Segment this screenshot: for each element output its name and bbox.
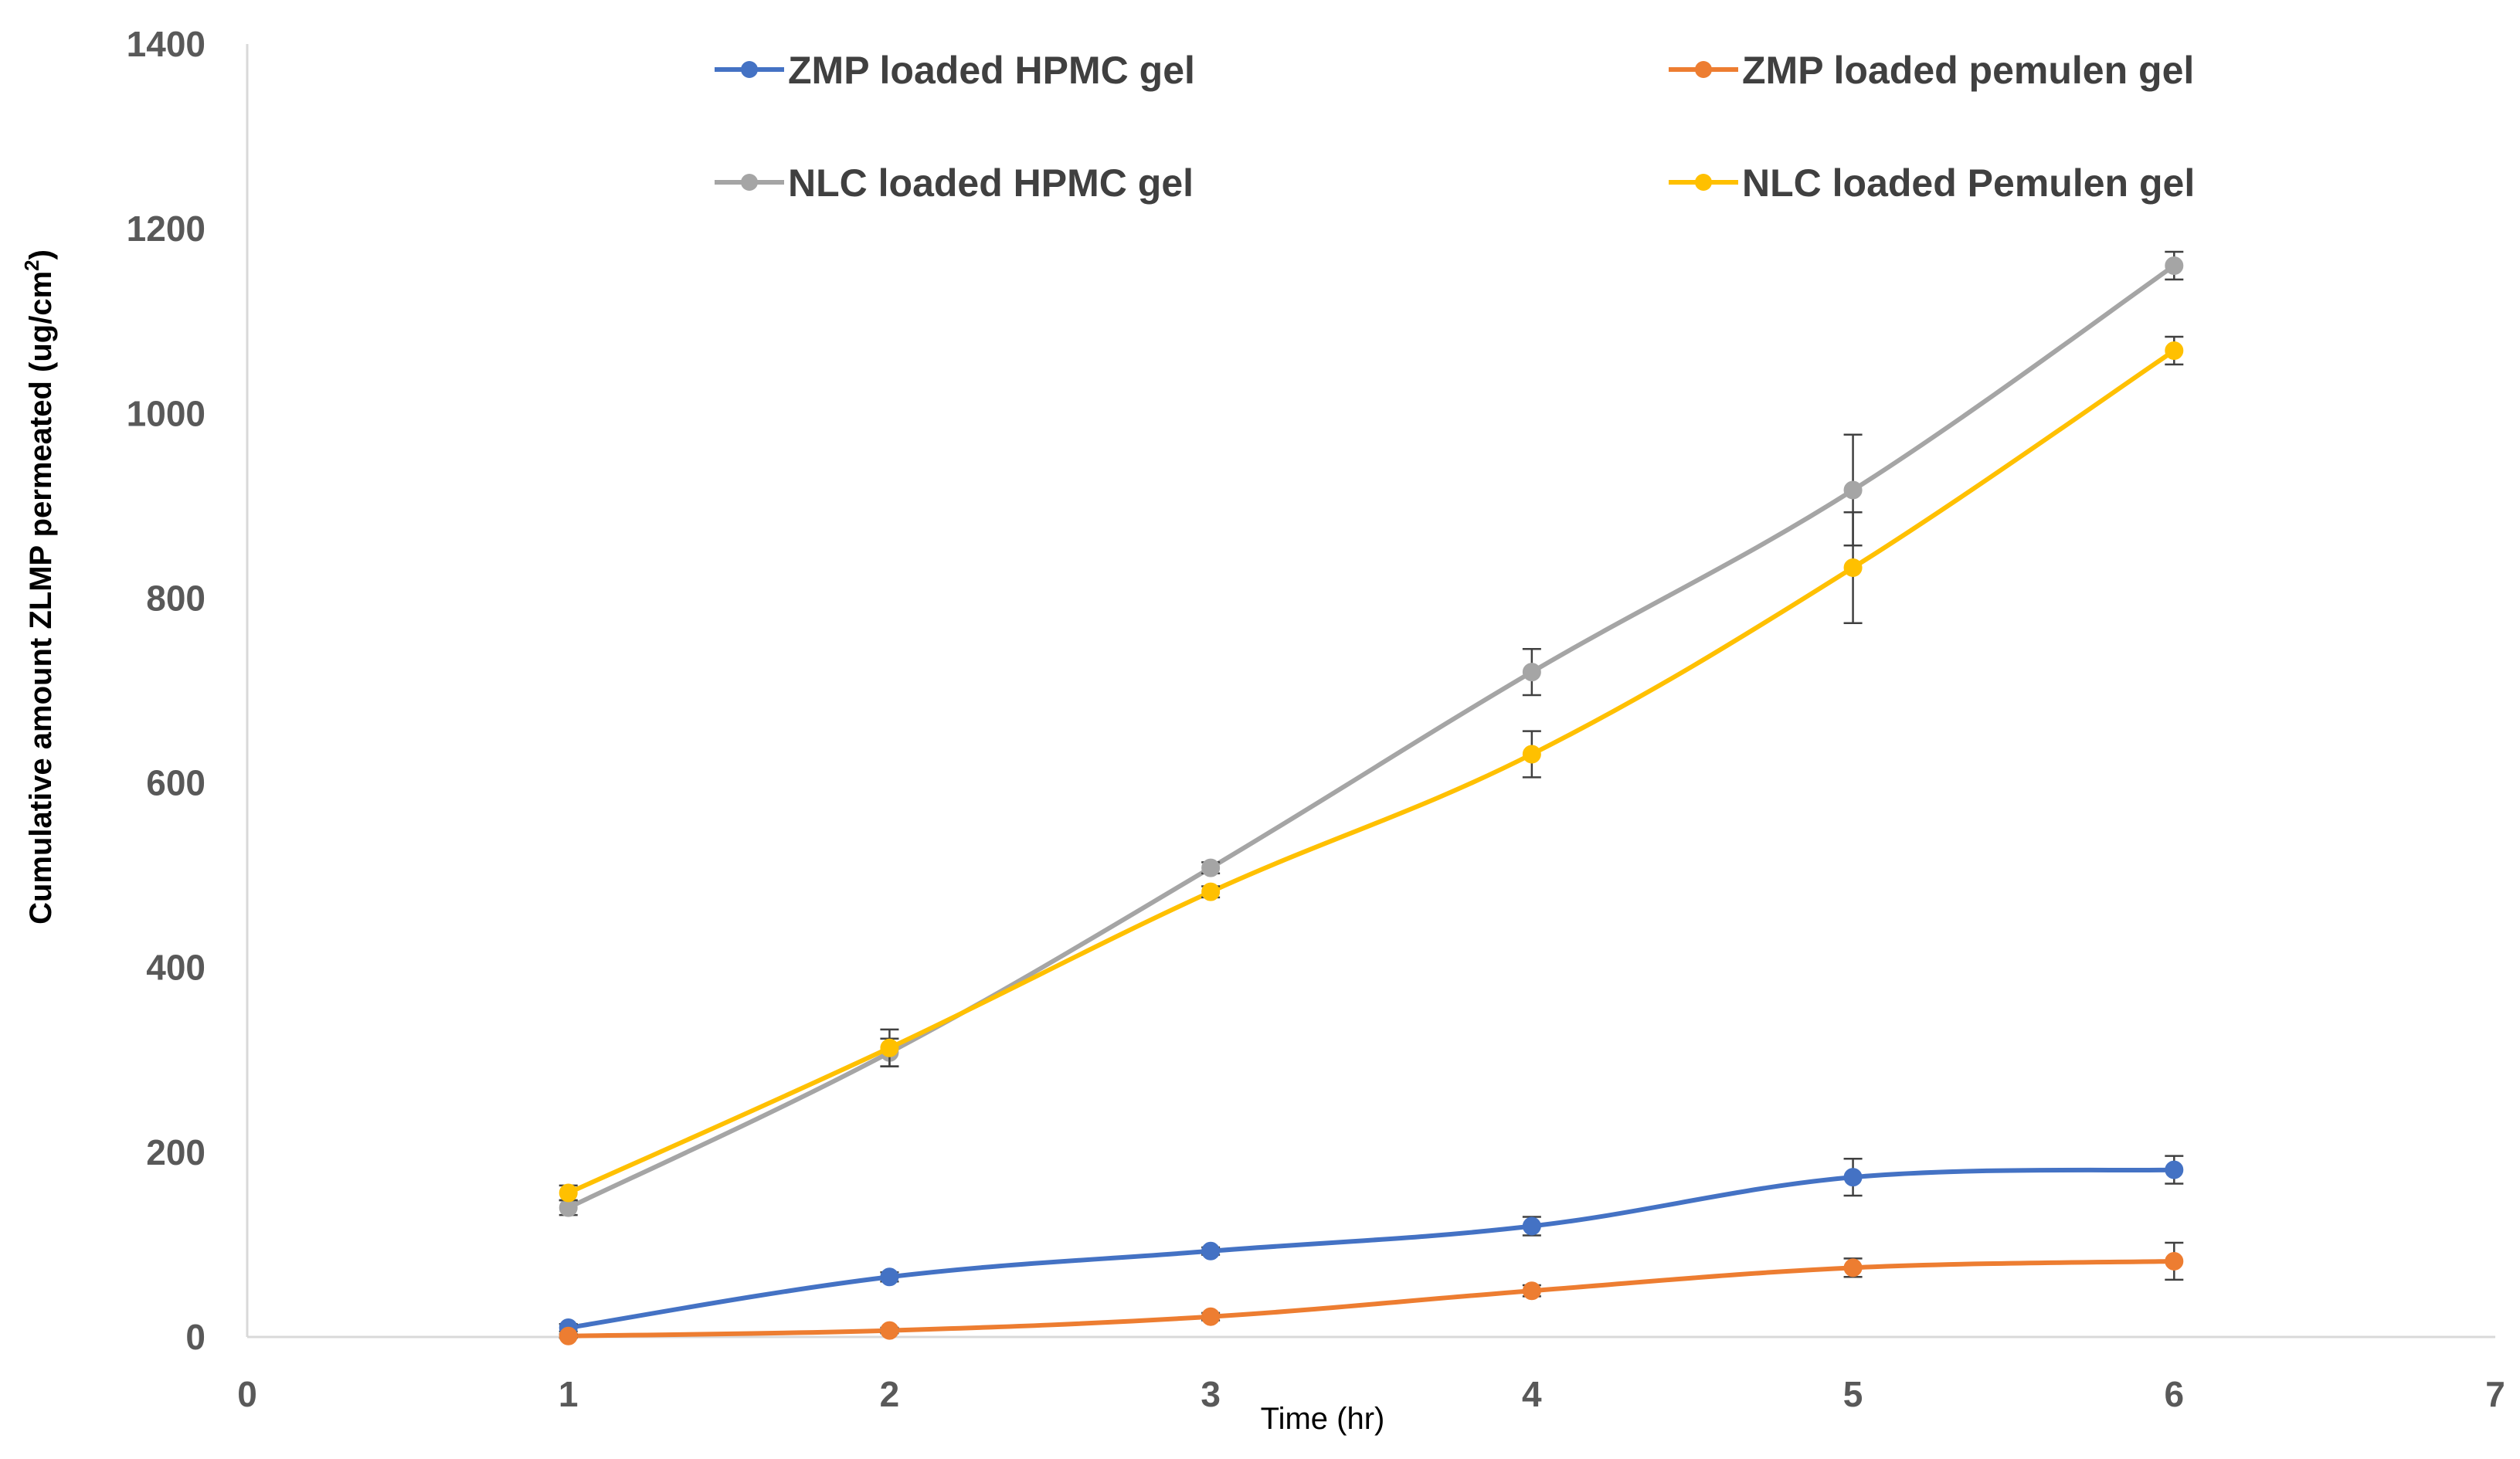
data-point	[2165, 341, 2184, 360]
legend-item: ZMP loaded HPMC gel	[715, 49, 1195, 92]
data-point	[1843, 558, 1863, 577]
legend-label: ZMP loaded HPMC gel	[788, 49, 1195, 92]
y-axis-ticks: 0 200 400 600 800 1000 1200 1400	[127, 24, 205, 1357]
x-tick-label: 1	[559, 1374, 579, 1414]
series-line	[568, 1258, 2175, 1339]
legend-label: NLC loaded Pemulen gel	[1742, 161, 2195, 205]
y-axis-title-end: )	[24, 249, 58, 260]
legend-label: ZMP loaded pemulen gel	[1742, 49, 2194, 92]
legend-marker	[741, 174, 758, 191]
x-tick-label: 5	[1843, 1374, 1863, 1414]
series-line	[567, 348, 2175, 1196]
y-tick-label: 200	[146, 1132, 205, 1172]
data-point	[2165, 1160, 2184, 1179]
data-point	[1201, 1307, 1221, 1326]
data-point	[1522, 1281, 1541, 1301]
x-tick-label: 3	[1201, 1374, 1221, 1414]
data-point	[2165, 1251, 2184, 1271]
y-tick-label: 600	[146, 763, 205, 803]
x-axis-ticks: 0 1 2 3 4 5 6 7	[237, 1374, 2505, 1414]
data-point	[559, 1183, 578, 1203]
series-2	[559, 1241, 2184, 1345]
legend-marker	[741, 61, 758, 78]
legend-marker	[1695, 61, 1712, 78]
legend-item: ZMP loaded pemulen gel	[1669, 49, 2194, 92]
data-point	[1843, 1168, 1863, 1187]
x-tick-label: 7	[2485, 1374, 2505, 1414]
legend-item: NLC loaded HPMC gel	[715, 161, 1194, 205]
series-line	[567, 263, 2176, 1210]
data-point	[880, 1321, 899, 1340]
y-axis-title-main: Cumulative amount ZLMP permeated (ug/cm	[24, 271, 58, 925]
y-tick-label: 1000	[127, 393, 205, 433]
legend: ZMP loaded HPMC gel ZMP loaded pemulen ge…	[715, 49, 2195, 205]
data-point	[1522, 745, 1541, 764]
y-tick-label: 0	[185, 1317, 205, 1357]
series-3	[559, 250, 2184, 1217]
series-1	[559, 1155, 2184, 1338]
data-point	[2165, 256, 2184, 275]
y-tick-label: 1400	[127, 24, 205, 64]
data-point	[880, 1038, 899, 1057]
legend-marker	[1695, 174, 1712, 191]
data-point	[559, 1326, 578, 1345]
data-point	[1843, 480, 1863, 500]
legend-item: NLC loaded Pemulen gel	[1669, 161, 2195, 205]
x-tick-label: 2	[880, 1374, 900, 1414]
data-point	[1201, 882, 1221, 901]
series-line	[568, 1167, 2175, 1331]
y-axis-title: Cumulative amount ZLMP permeated (ug/cm2…	[20, 249, 58, 925]
y-tick-label: 400	[146, 948, 205, 988]
series-4	[559, 335, 2184, 1203]
data-point	[1201, 858, 1221, 877]
data-point	[1522, 663, 1541, 682]
x-tick-label: 0	[237, 1374, 257, 1414]
data-point	[880, 1267, 899, 1287]
x-tick-label: 6	[2164, 1374, 2184, 1414]
data-point	[1522, 1216, 1541, 1236]
data-point	[1843, 1258, 1863, 1277]
legend-label: NLC loaded HPMC gel	[788, 161, 1194, 205]
y-tick-label: 800	[146, 578, 205, 618]
y-axis-title-superscript: 2	[20, 260, 43, 270]
x-tick-label: 4	[1522, 1374, 1542, 1414]
y-tick-label: 1200	[127, 209, 205, 249]
series-layer	[559, 250, 2184, 1345]
x-axis-title: Time (hr)	[1261, 1402, 1385, 1436]
axes	[246, 44, 2495, 1339]
data-point	[1201, 1241, 1221, 1261]
